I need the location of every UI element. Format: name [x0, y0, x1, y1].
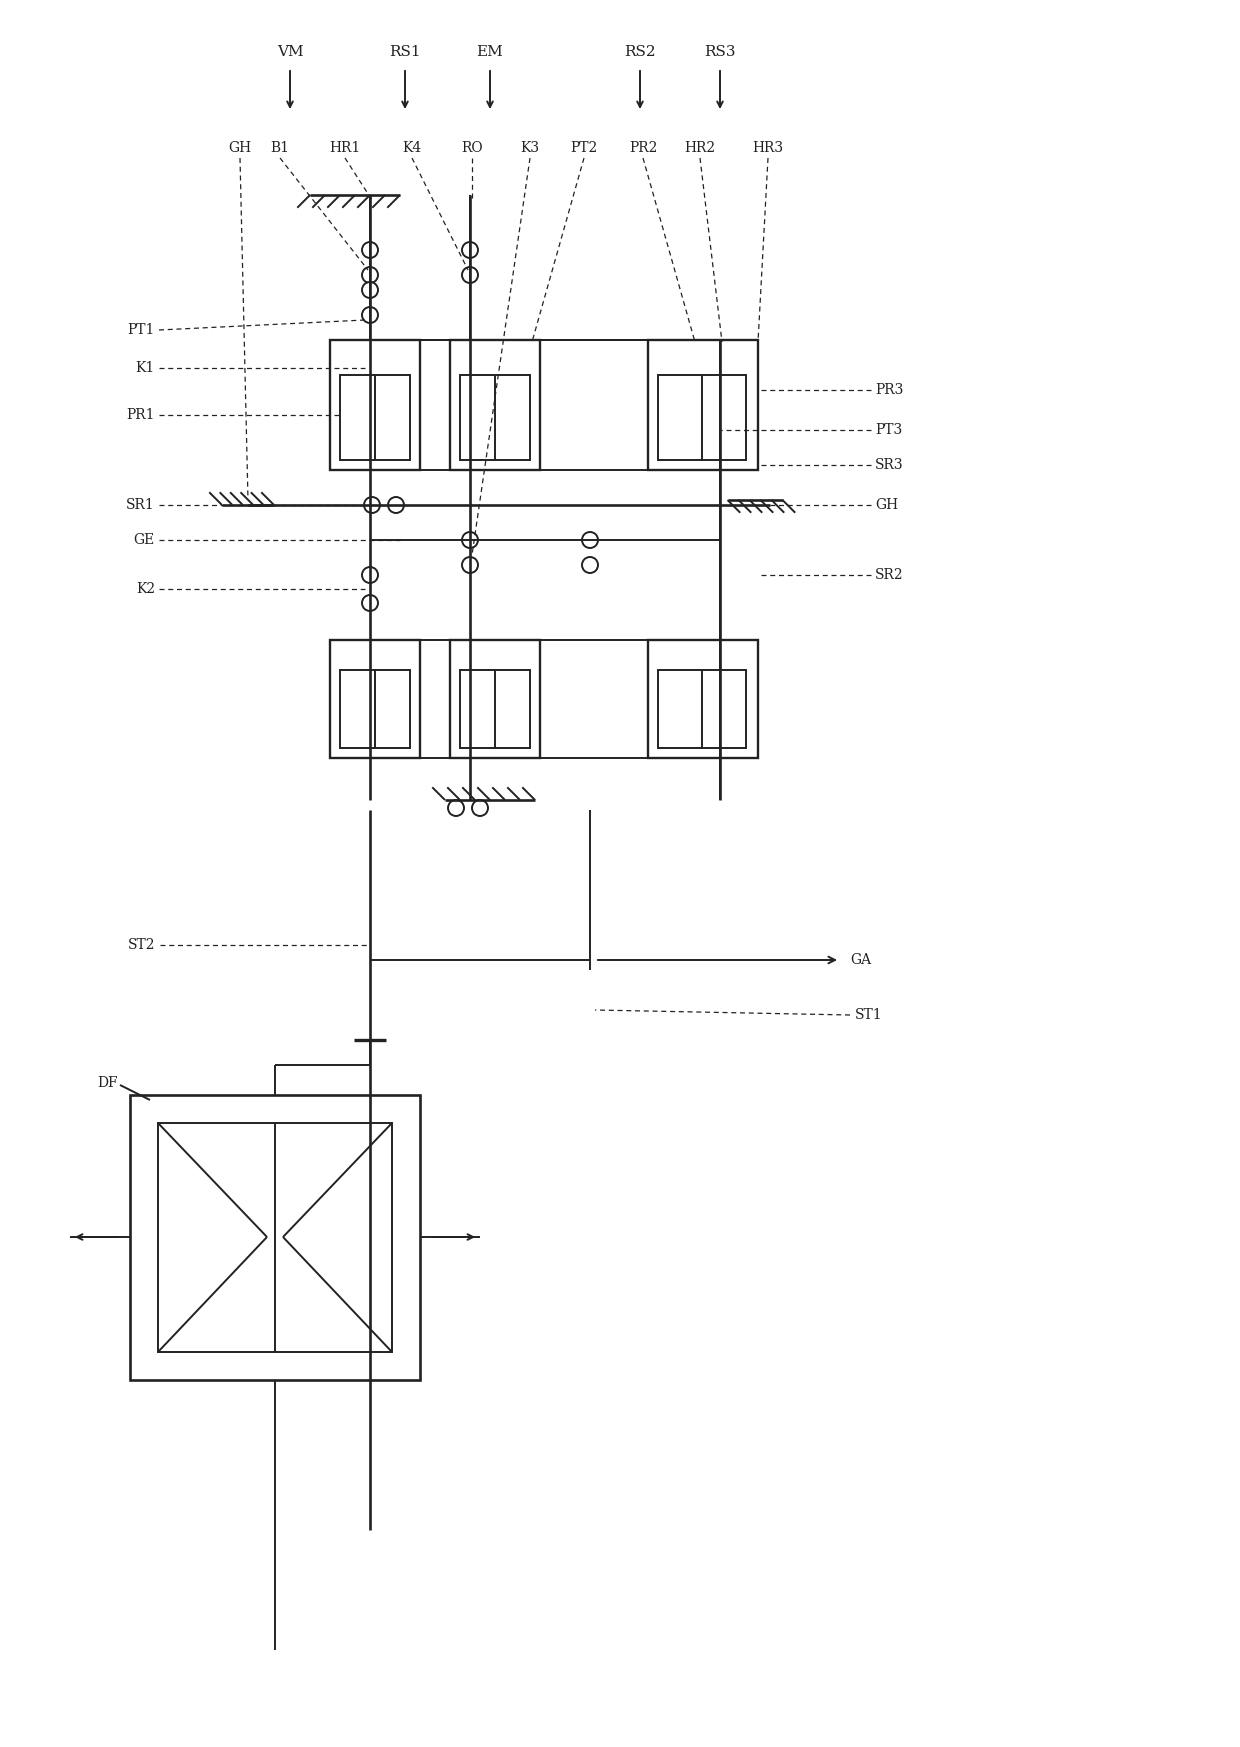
Bar [460, 671, 529, 748]
Text: RO: RO [461, 142, 482, 155]
Text: GE: GE [134, 533, 155, 547]
Text: GH: GH [228, 142, 252, 155]
Circle shape [448, 800, 464, 816]
Text: K1: K1 [135, 362, 155, 376]
Bar [649, 639, 758, 758]
Circle shape [362, 568, 378, 583]
Circle shape [582, 557, 598, 573]
Circle shape [362, 307, 378, 323]
Bar [658, 671, 746, 748]
Bar [658, 376, 746, 459]
Circle shape [362, 267, 378, 283]
Text: SR1: SR1 [126, 498, 155, 512]
Text: K3: K3 [521, 142, 539, 155]
Circle shape [362, 243, 378, 259]
Text: PR3: PR3 [875, 383, 904, 397]
Bar [340, 376, 410, 459]
Text: RS3: RS3 [704, 45, 735, 59]
Bar [460, 376, 529, 459]
Text: PT1: PT1 [128, 323, 155, 337]
Circle shape [365, 496, 379, 514]
Circle shape [463, 533, 477, 549]
Text: ST2: ST2 [128, 938, 155, 952]
Bar [450, 639, 539, 758]
Text: ST1: ST1 [856, 1008, 883, 1022]
Text: SR2: SR2 [875, 568, 904, 582]
Text: PT2: PT2 [570, 142, 598, 155]
Circle shape [463, 243, 477, 259]
Bar [330, 341, 420, 470]
Bar [330, 639, 420, 758]
Circle shape [362, 596, 378, 611]
Circle shape [463, 267, 477, 283]
Text: HR2: HR2 [684, 142, 715, 155]
Text: VM: VM [277, 45, 304, 59]
Text: B1: B1 [270, 142, 289, 155]
Text: GH: GH [875, 498, 898, 512]
Circle shape [582, 533, 598, 549]
Bar [649, 341, 758, 470]
Circle shape [463, 557, 477, 573]
Circle shape [362, 281, 378, 299]
Bar [157, 1123, 392, 1352]
Bar [340, 671, 410, 748]
Bar [450, 341, 539, 470]
Circle shape [472, 800, 489, 816]
Text: K2: K2 [136, 582, 155, 596]
Text: PR1: PR1 [126, 409, 155, 423]
Bar [130, 1095, 420, 1380]
Text: PR2: PR2 [629, 142, 657, 155]
Text: PT3: PT3 [875, 423, 903, 437]
Text: SR3: SR3 [875, 458, 904, 472]
Text: RS2: RS2 [624, 45, 656, 59]
Text: DF: DF [98, 1076, 118, 1090]
Text: EM: EM [476, 45, 503, 59]
Text: K4: K4 [402, 142, 422, 155]
Text: RS1: RS1 [389, 45, 420, 59]
Text: HR1: HR1 [330, 142, 361, 155]
Circle shape [388, 496, 404, 514]
Text: HR3: HR3 [753, 142, 784, 155]
Text: GA: GA [849, 954, 872, 968]
